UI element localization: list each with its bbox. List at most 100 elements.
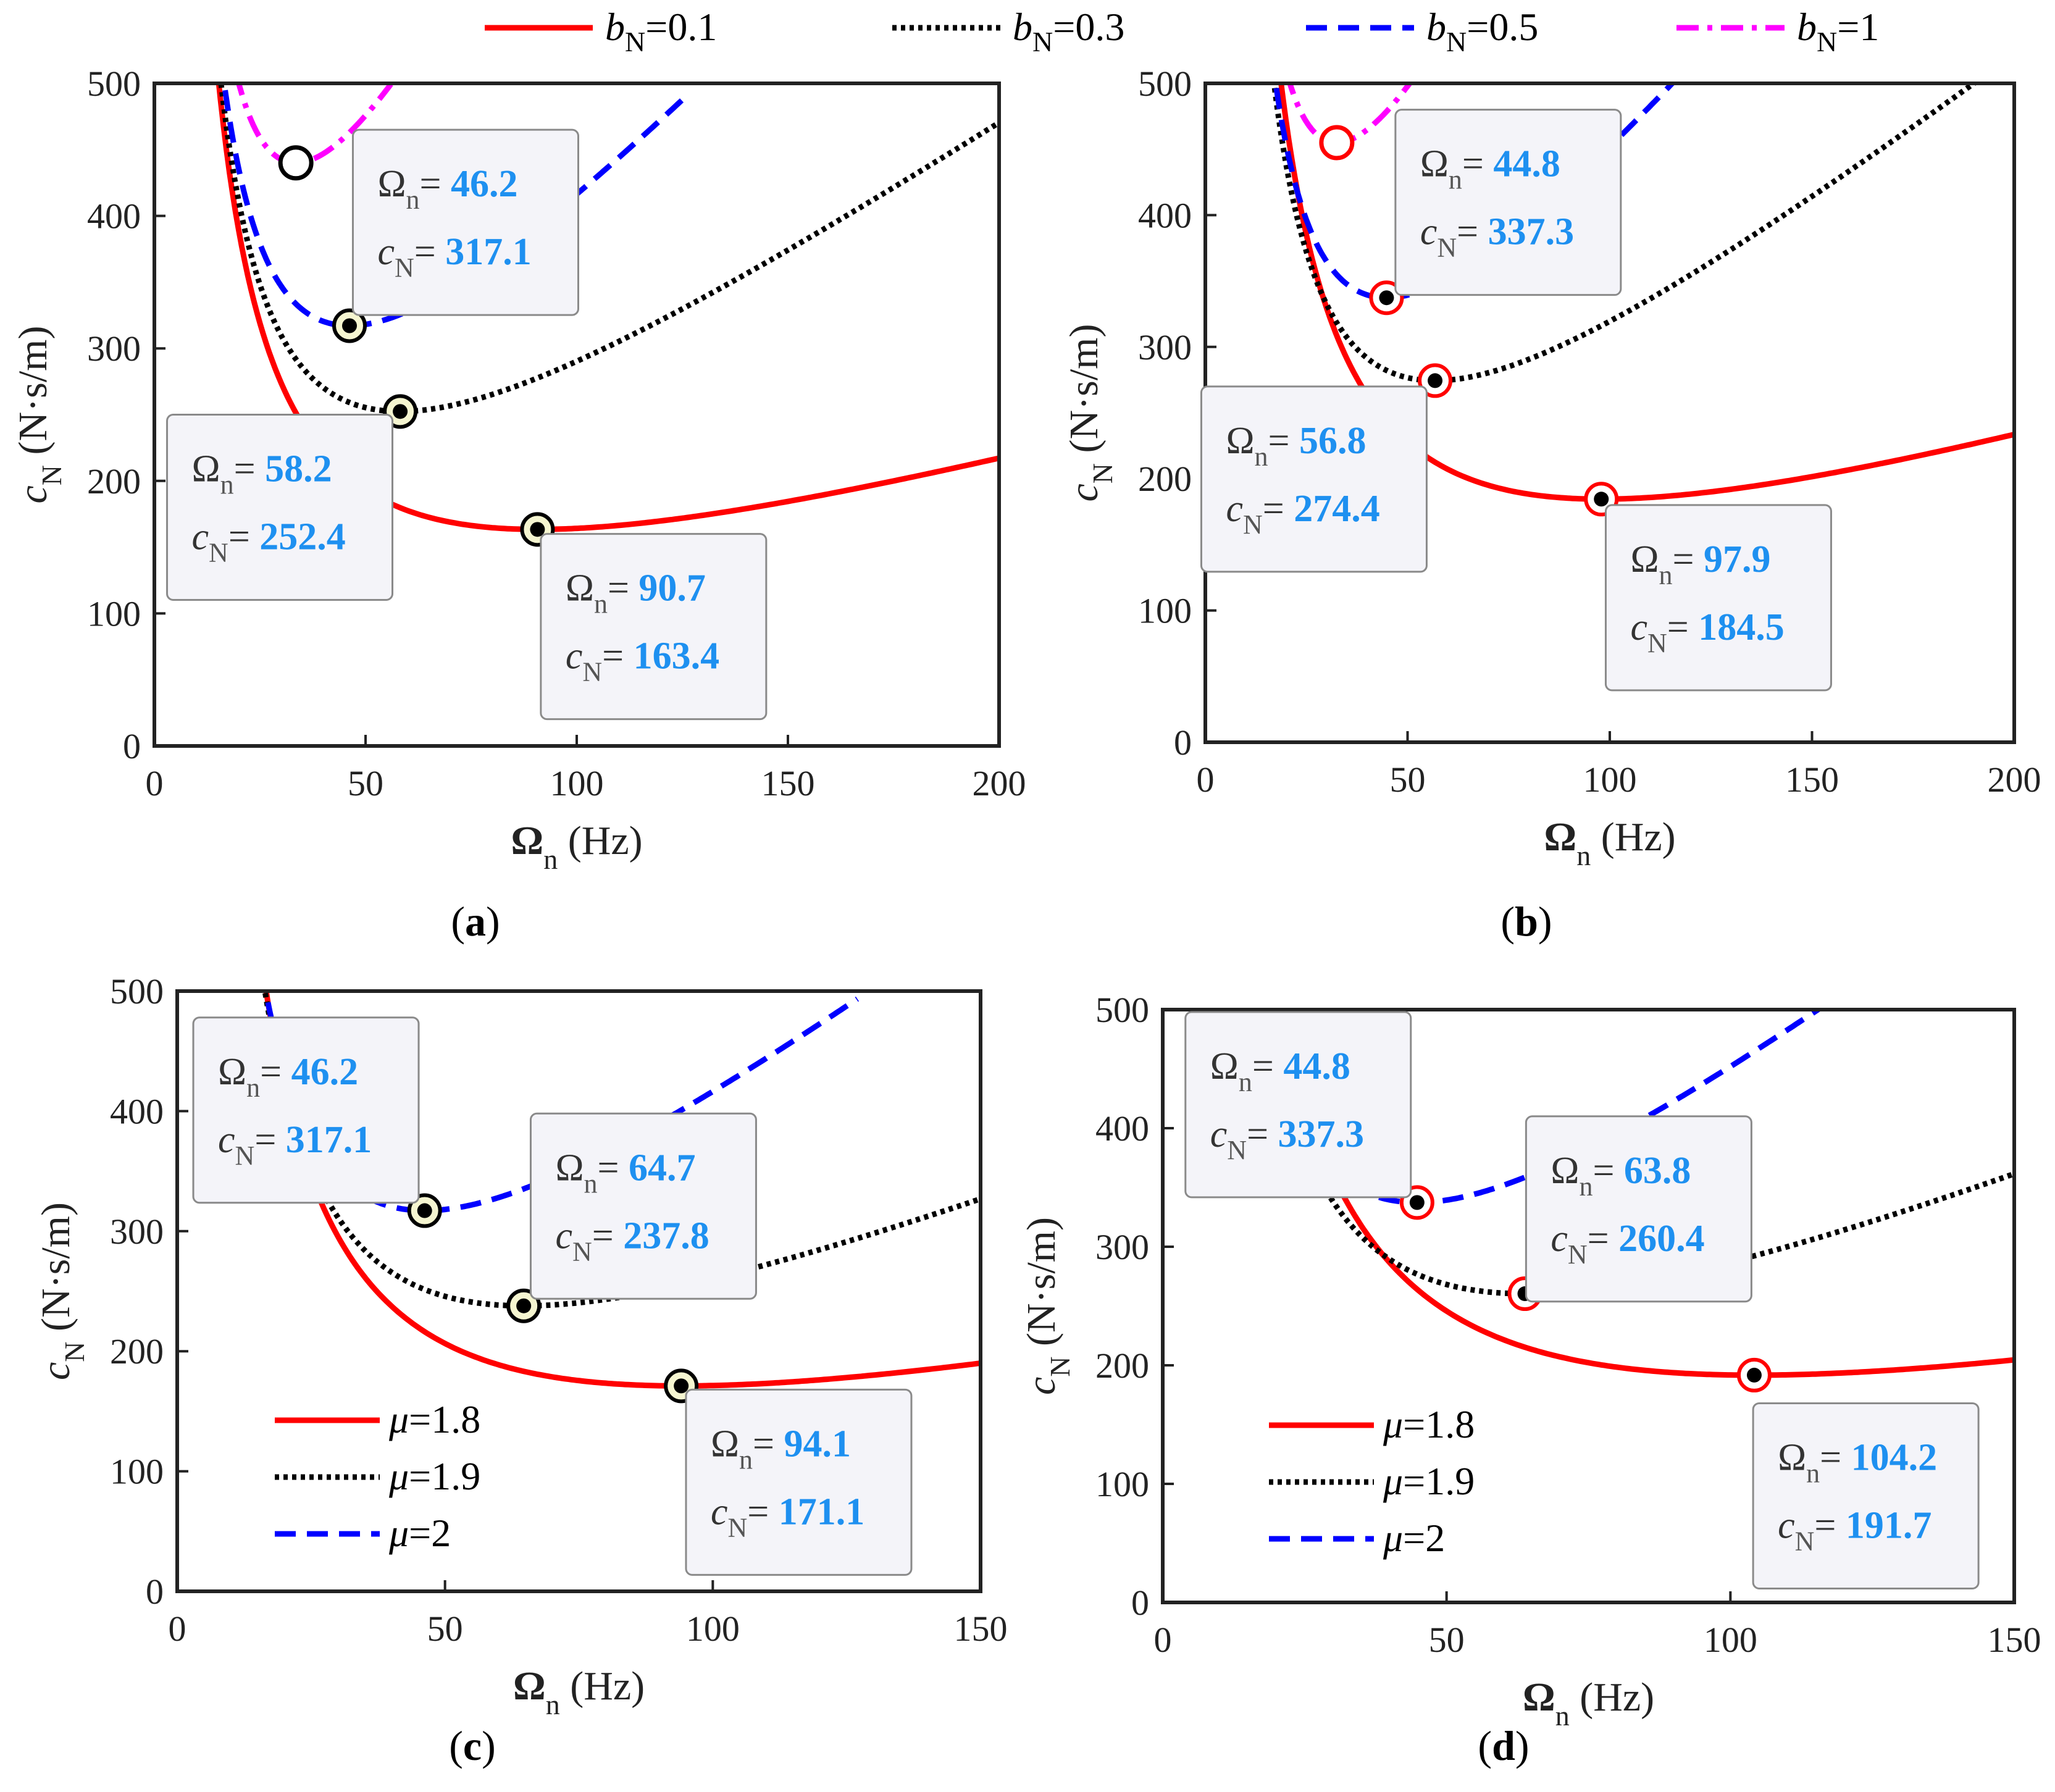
panel-legend: μ=1.8 μ=1.9 μ=2 — [275, 1397, 480, 1555]
top-legend-label-1: bN=0.3 — [1013, 5, 1124, 57]
annotation-c-line: cN= 237.8 — [555, 1215, 709, 1267]
x-tick-label: 0 — [146, 763, 164, 803]
y-tick-label: 100 — [1138, 591, 1192, 631]
annotation-frame — [1604, 504, 1832, 692]
y-tick-label: 500 — [1138, 64, 1192, 104]
annotation-box: Ωn= 63.8 cN= 260.4 — [1525, 1115, 1752, 1303]
annotation-omega-line: Ωn= 44.8 — [1420, 143, 1560, 195]
panel-legend-label-2: μ=2 — [1383, 1516, 1445, 1560]
y-tick-label: 300 — [1138, 327, 1192, 367]
x-tick-label: 50 — [1429, 1620, 1465, 1660]
x-tick-label: 0 — [1154, 1620, 1172, 1660]
panel-a: 0 50 100 150 200 0 100 200 300 400 500 Ωn= 46.2 cN= … — [10, 64, 1026, 945]
x-axis-label: Ωn (Hz) — [1523, 1675, 1654, 1731]
x-tick-label: 200 — [1988, 760, 2041, 800]
x-axis-label: Ωn (Hz) — [513, 1664, 645, 1720]
minimum-marker-dot — [674, 1378, 689, 1394]
y-tick-label: 100 — [87, 593, 141, 634]
minimum-marker-dot — [1428, 373, 1443, 388]
top-legend: bN=0.1 bN=0.3 bN=0.5 bN=1 — [485, 5, 1879, 57]
annotation-box: Ωn= 44.8 cN= 337.3 — [1184, 1011, 1412, 1199]
panel-legend-label-0: μ=1.8 — [388, 1397, 480, 1441]
annotation-c-line: cN= 171.1 — [711, 1491, 864, 1543]
annotation-omega-line: Ωn= 90.7 — [566, 567, 706, 619]
x-tick-label: 50 — [427, 1609, 463, 1649]
panel-legend-label-1: μ=1.9 — [388, 1454, 480, 1498]
x-tick-label: 50 — [348, 763, 383, 803]
series-line-1 — [262, 991, 981, 1309]
top-legend-label-3: bN=1 — [1797, 5, 1879, 57]
series-line-3 — [236, 83, 393, 166]
y-tick-label: 0 — [123, 726, 141, 766]
minimum-marker-dot — [342, 318, 358, 333]
annotation-box: Ωn= 97.9 cN= 184.5 — [1604, 504, 1832, 692]
y-tick-label: 200 — [1138, 459, 1192, 499]
y-tick-label: 300 — [110, 1212, 164, 1252]
annotation-c-line: cN= 252.4 — [192, 516, 346, 568]
y-tick-label: 300 — [87, 329, 141, 369]
y-tick-label: 500 — [1095, 990, 1149, 1030]
annotation-box: Ωn= 46.2 cN= 317.1 — [192, 1016, 420, 1204]
annotation-omega-line: Ωn= 104.2 — [1778, 1436, 1937, 1488]
annotation-box: Ωn= 90.7 cN= 163.4 — [540, 533, 768, 721]
annotation-omega-line: Ωn= 44.8 — [1210, 1045, 1350, 1097]
axes-frame — [175, 989, 982, 1593]
panel-label: (b) — [1500, 898, 1552, 945]
y-tick-label: 0 — [1131, 1583, 1149, 1623]
series-line-0 — [263, 991, 981, 1389]
panel-legend-label-1: μ=1.9 — [1383, 1459, 1475, 1503]
annotation-frame — [1525, 1115, 1752, 1303]
annotation-omega-line: Ωn= 64.7 — [555, 1147, 695, 1199]
x-tick-label: 150 — [1988, 1620, 2041, 1660]
annotation-box: Ωn= 58.2 cN= 252.4 — [166, 414, 394, 601]
y-tick-label: 200 — [87, 461, 141, 501]
x-tick-label: 150 — [761, 763, 815, 803]
panel-label: (d) — [1478, 1722, 1529, 1769]
annotation-frame — [1200, 385, 1428, 573]
annotation-omega-line: Ωn= 46.2 — [218, 1051, 358, 1103]
top-legend-label-2: bN=0.5 — [1426, 5, 1538, 57]
y-tick-label: 100 — [1095, 1464, 1149, 1504]
minimum-marker-dot — [1379, 290, 1394, 306]
x-tick-label: 100 — [1704, 1620, 1757, 1660]
annotation-box: Ωn= 56.8 cN= 274.4 — [1200, 385, 1428, 573]
annotation-box: Ωn= 46.2 cN= 317.1 — [351, 128, 579, 316]
x-tick-label: 100 — [550, 763, 604, 803]
annotation-frame — [529, 1112, 757, 1300]
series-line-1 — [218, 83, 999, 414]
annotation-box: Ωn= 104.2 cN= 191.7 — [1752, 1402, 1980, 1589]
panel-b: 0 50 100 150 200 0 100 200 300 400 500 Ωn= 44.8 cN= … — [1061, 64, 2041, 945]
minimum-marker-dot — [417, 1203, 432, 1218]
annotation-c-line: cN= 191.7 — [1778, 1504, 1932, 1556]
annotation-omega-line: Ωn= 63.8 — [1551, 1150, 1691, 1202]
annotation-box: Ωn= 64.7 cN= 237.8 — [529, 1112, 757, 1300]
annotation-c-line: cN= 337.3 — [1420, 211, 1574, 263]
minimum-marker-dot — [1746, 1367, 1762, 1383]
x-tick-label: 150 — [954, 1609, 1008, 1649]
y-axis-label: cN (N·s/m) — [1061, 324, 1118, 502]
annotation-frame — [685, 1388, 913, 1576]
annotation-c-line: cN= 274.4 — [1226, 488, 1379, 540]
y-tick-label: 200 — [1095, 1346, 1149, 1386]
annotation-omega-line: Ωn= 46.2 — [377, 163, 517, 215]
annotation-frame — [1394, 109, 1622, 296]
axes-frame — [1161, 1008, 2016, 1604]
panel-legend: μ=1.8 μ=1.9 μ=2 — [1269, 1402, 1475, 1560]
annotation-box: Ωn= 44.8 cN= 337.3 — [1394, 109, 1622, 296]
minimum-marker-dot — [530, 522, 545, 537]
x-tick-label: 100 — [686, 1609, 740, 1649]
x-axis-label: Ωn (Hz) — [511, 818, 642, 875]
y-axis-label: cN (N·s/m) — [10, 326, 67, 504]
annotation-frame — [351, 128, 579, 316]
x-tick-label: 0 — [1197, 760, 1215, 800]
annotation-omega-line: Ωn= 94.1 — [711, 1423, 851, 1475]
annotation-c-line: cN= 260.4 — [1551, 1218, 1704, 1270]
annotation-box: Ωn= 94.1 cN= 171.1 — [685, 1388, 913, 1576]
annotation-c-line: cN= 317.1 — [218, 1119, 372, 1171]
y-tick-label: 300 — [1095, 1227, 1149, 1267]
panel-legend-label-2: μ=2 — [388, 1511, 451, 1555]
panel-d: 0 50 100 150 0 100 200 300 400 500 Ωn= 44.8 cN= 337… — [1019, 990, 2041, 1769]
annotation-c-line: cN= 163.4 — [566, 635, 719, 687]
